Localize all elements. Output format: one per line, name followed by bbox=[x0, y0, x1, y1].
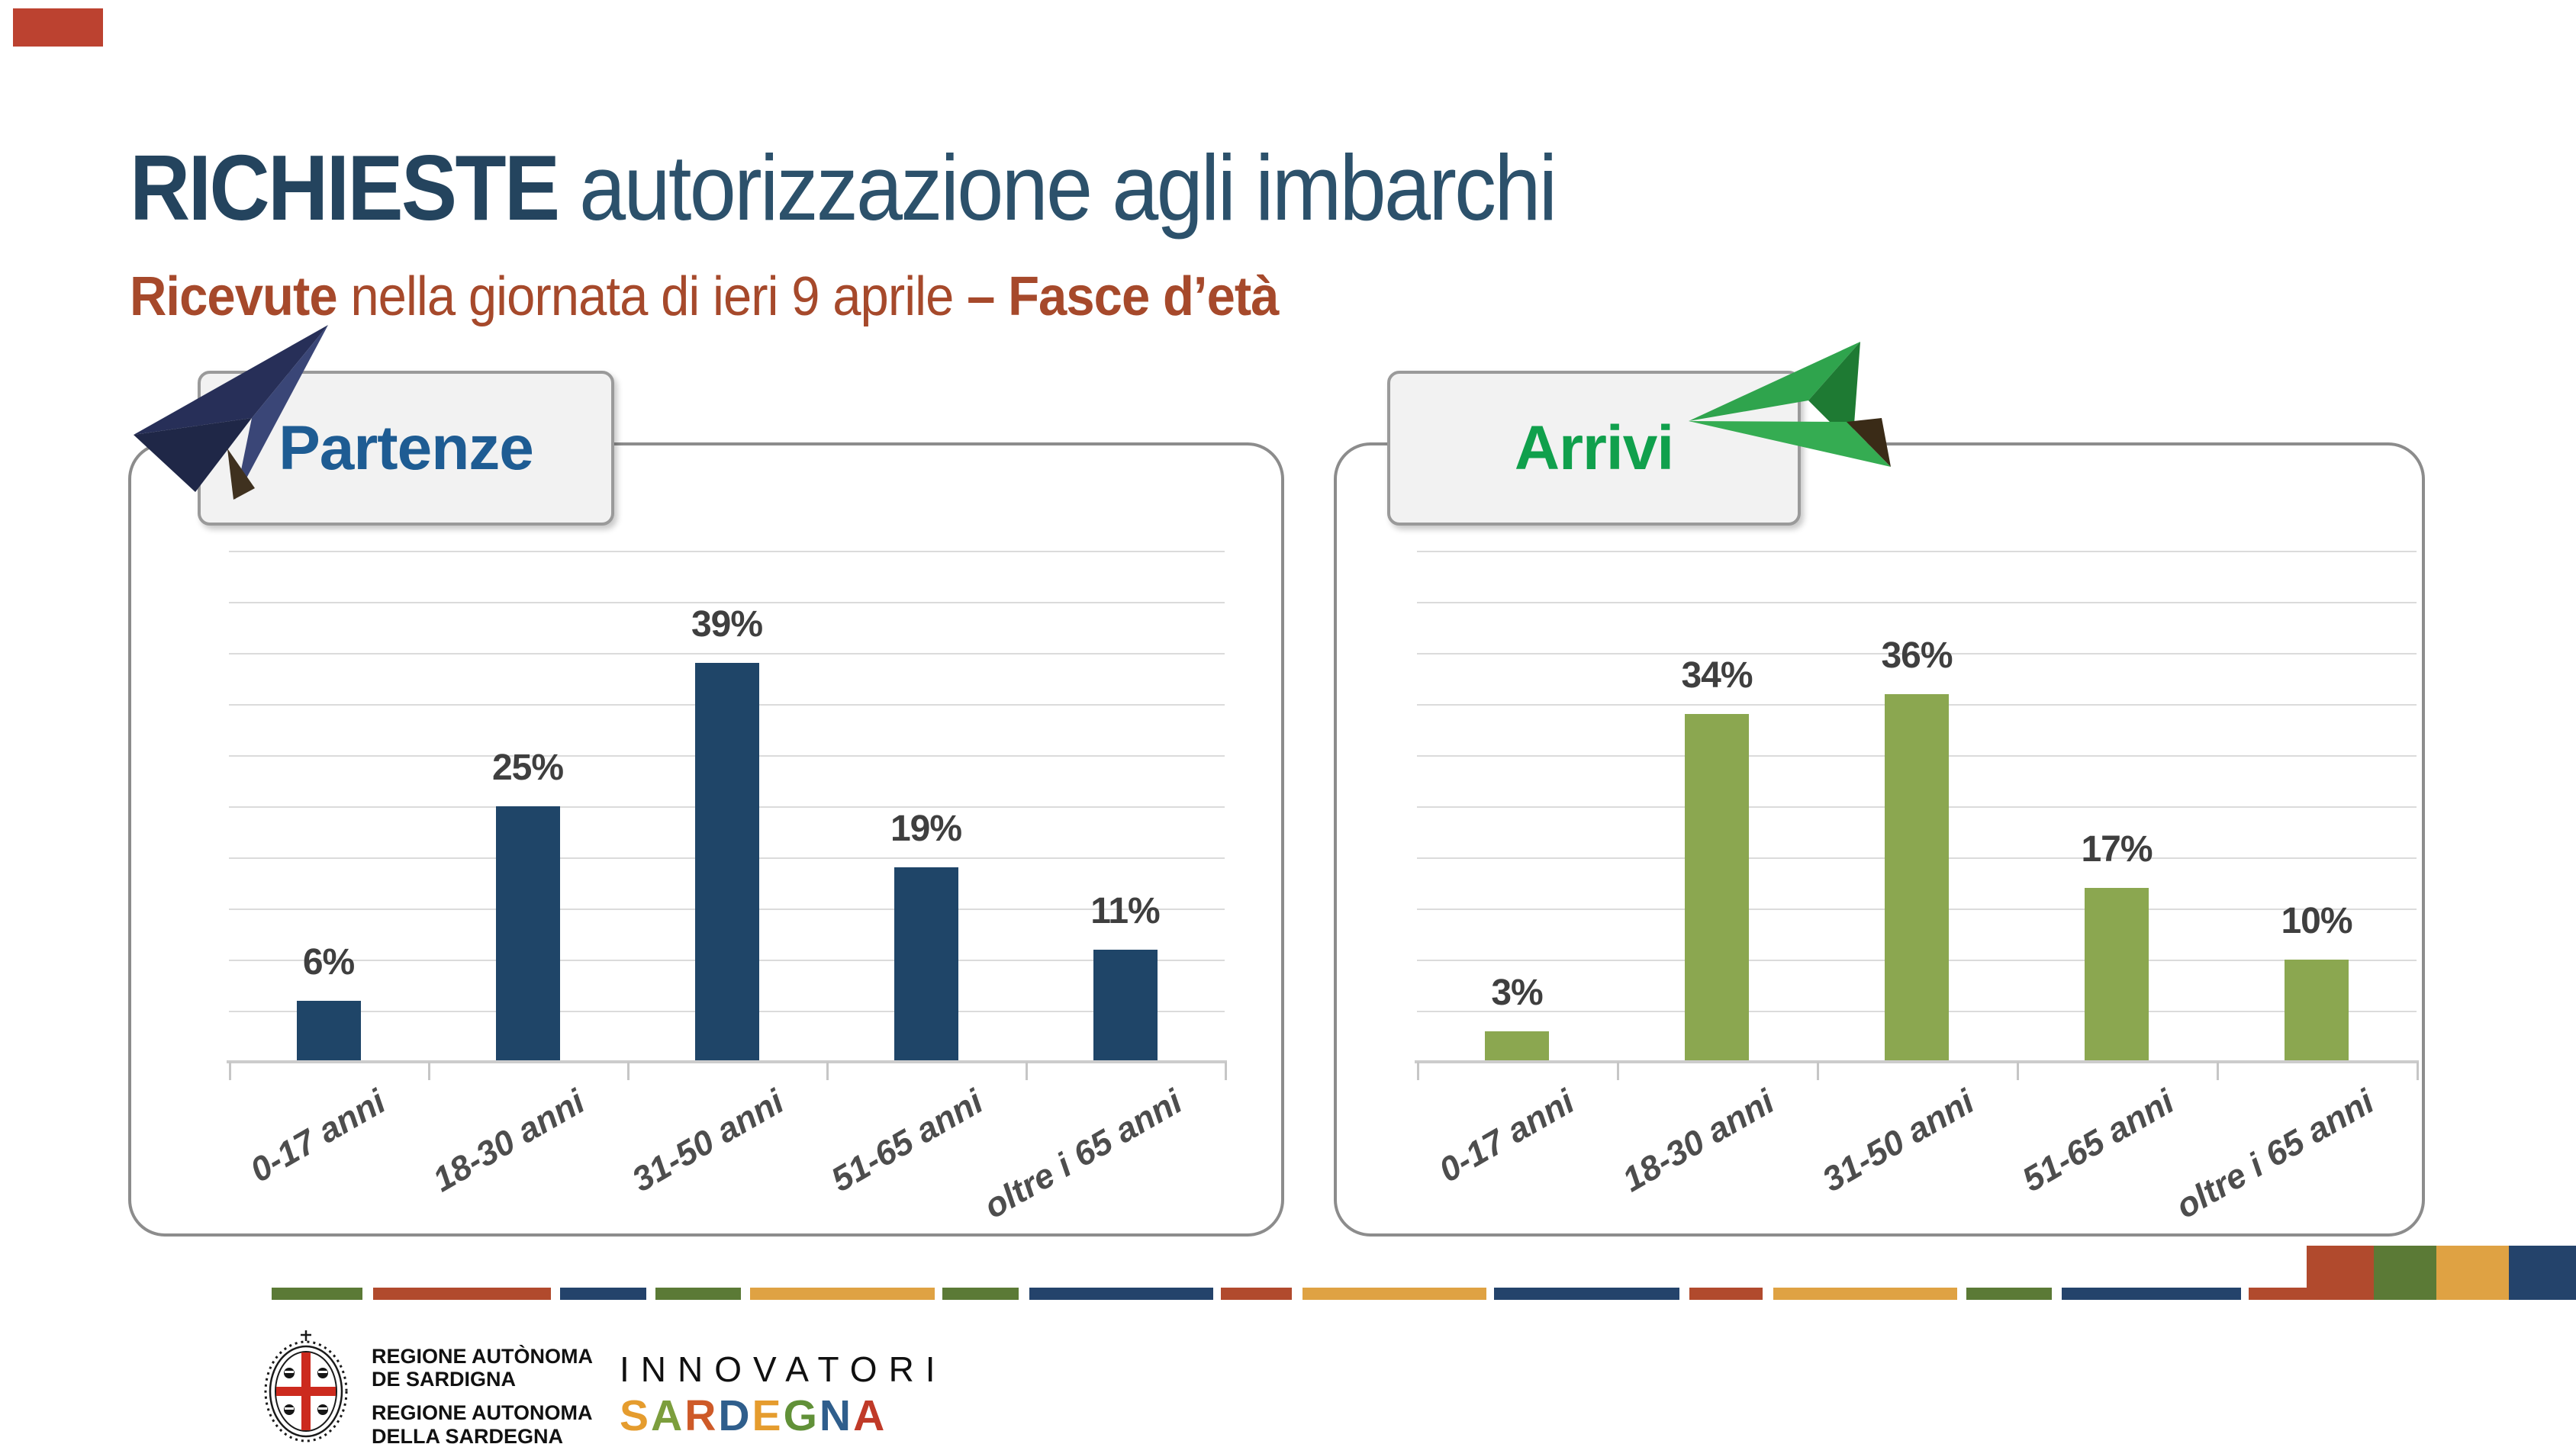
strip-segment-red bbox=[1689, 1288, 1763, 1300]
strip-segment-yellow bbox=[1302, 1288, 1486, 1300]
region-logo-text: REGIONE AUTÒNOMA DE SARDIGNA REGIONE AUT… bbox=[372, 1345, 593, 1444]
region-line-2a: REGIONE AUTONOMA bbox=[372, 1401, 593, 1425]
region-line-1b: DE SARDIGNA bbox=[372, 1368, 517, 1391]
sardegna-letter: G bbox=[783, 1391, 819, 1440]
x-axis-line bbox=[227, 1060, 1227, 1063]
bar-value-label: 3% bbox=[1491, 972, 1543, 1013]
gridline bbox=[229, 602, 1225, 603]
bar-value-label: 17% bbox=[2081, 829, 2153, 870]
sardegna-letter: N bbox=[819, 1391, 854, 1440]
x-axis-tick bbox=[2217, 1062, 2219, 1080]
strip-segment-navy bbox=[2509, 1246, 2576, 1300]
x-axis-tick bbox=[1417, 1062, 1419, 1080]
strip-segment-green bbox=[2374, 1246, 2436, 1300]
gridline bbox=[229, 551, 1225, 552]
chart-title-badge-arrivi: Arrivi bbox=[1387, 371, 1801, 526]
sardegna-letter: E bbox=[752, 1391, 784, 1440]
strip-segment-green bbox=[655, 1288, 741, 1300]
sardegna-letter: S bbox=[620, 1391, 652, 1440]
bar-18-30 anni bbox=[1685, 714, 1749, 1062]
strip-segment-yellow bbox=[1773, 1288, 1957, 1300]
page-title-bold: RICHIESTE bbox=[130, 136, 560, 240]
page-title-rest: autorizzazione agli imbarchi bbox=[558, 136, 1557, 240]
x-axis-tick bbox=[229, 1062, 231, 1080]
strip-segment-navy bbox=[2062, 1288, 2241, 1300]
x-axis-tick bbox=[1026, 1062, 1028, 1080]
strip-segment-green bbox=[272, 1288, 362, 1300]
gridline bbox=[1417, 551, 2417, 552]
bar-value-label: 36% bbox=[1881, 635, 1953, 676]
innovatori-wordmark: INNOVATORI bbox=[620, 1349, 947, 1389]
x-axis-tick bbox=[1225, 1062, 1227, 1080]
strip-segment-red bbox=[2249, 1288, 2307, 1300]
chart-title-partenze-label: Partenze bbox=[279, 413, 534, 483]
bar-0-17 anni bbox=[1485, 1031, 1549, 1062]
x-axis-line bbox=[1415, 1060, 2419, 1063]
innovatori-sardegna-logo: INNOVATORI SARDEGNA bbox=[620, 1349, 947, 1438]
bar-value-label: 6% bbox=[302, 941, 355, 982]
bar-value-label: 39% bbox=[691, 604, 763, 645]
bar-value-label: 10% bbox=[2281, 901, 2352, 941]
bar-51-65 anni bbox=[2085, 888, 2149, 1062]
gridline bbox=[1417, 653, 2417, 654]
strip-segment-yellow bbox=[2436, 1246, 2509, 1300]
gridline bbox=[229, 653, 1225, 654]
subtitle-middle: nella giornata di ieri 9 aprile bbox=[336, 266, 968, 327]
x-axis-tick bbox=[1817, 1062, 1819, 1080]
bar-31-50 anni bbox=[1885, 693, 1949, 1062]
strip-segment-yellow bbox=[750, 1288, 935, 1300]
region-line-2b: DELLA SARDEGNA bbox=[372, 1424, 564, 1444]
strip-segment-navy bbox=[1494, 1288, 1679, 1300]
x-axis-tick bbox=[627, 1062, 630, 1080]
subtitle-bold2: – Fasce d’età bbox=[967, 266, 1279, 327]
strip-segment-red bbox=[1221, 1288, 1292, 1300]
x-axis-tick bbox=[2017, 1062, 2019, 1080]
bar-value-label: 25% bbox=[491, 748, 564, 788]
sardegna-letter: R bbox=[684, 1391, 719, 1440]
region-line-1a: REGIONE AUTÒNOMA bbox=[372, 1345, 593, 1368]
chart-title-badge-partenze: Partenze bbox=[198, 371, 614, 526]
bar-0-17 anni bbox=[296, 1000, 361, 1062]
strip-segment-red bbox=[373, 1288, 551, 1300]
bar-18-30 anni bbox=[495, 806, 560, 1062]
sardegna-wordmark: SARDEGNA bbox=[620, 1394, 947, 1438]
strip-segment-red bbox=[2307, 1246, 2374, 1300]
bar-31-50 anni bbox=[694, 663, 759, 1062]
bar-51-65 anni bbox=[894, 867, 958, 1062]
strip-segment-navy bbox=[560, 1288, 646, 1300]
bar-value-label: 11% bbox=[1090, 890, 1160, 931]
bar-oltre i 65 anni bbox=[1093, 949, 1158, 1062]
sardegna-letter: A bbox=[853, 1391, 887, 1440]
top-accent-bar bbox=[13, 8, 103, 47]
chart-panel-arrivi bbox=[1334, 442, 2425, 1237]
x-axis-tick bbox=[428, 1062, 430, 1080]
gridline bbox=[1417, 602, 2417, 603]
strip-segment-navy bbox=[1029, 1288, 1213, 1300]
strip-segment-green bbox=[1966, 1288, 2052, 1300]
sardegna-letter: A bbox=[651, 1391, 685, 1440]
bar-value-label: 34% bbox=[1681, 655, 1753, 696]
page-title: RICHIESTE autorizzazione agli imbarchi bbox=[130, 139, 1557, 236]
x-axis-tick bbox=[826, 1062, 829, 1080]
page-subtitle: Ricevute nella giornata di ieri 9 aprile… bbox=[130, 266, 1280, 327]
sardinia-coat-of-arms-icon bbox=[264, 1330, 348, 1442]
x-axis-tick bbox=[1617, 1062, 1619, 1080]
strip-segment-green bbox=[942, 1288, 1019, 1300]
sardegna-letter: D bbox=[718, 1391, 752, 1440]
chart-title-arrivi-label: Arrivi bbox=[1514, 413, 1674, 483]
bar-oltre i 65 anni bbox=[2285, 960, 2349, 1062]
x-axis-tick bbox=[2417, 1062, 2419, 1080]
bar-value-label: 19% bbox=[890, 809, 962, 850]
subtitle-bold: Ricevute bbox=[130, 266, 338, 327]
